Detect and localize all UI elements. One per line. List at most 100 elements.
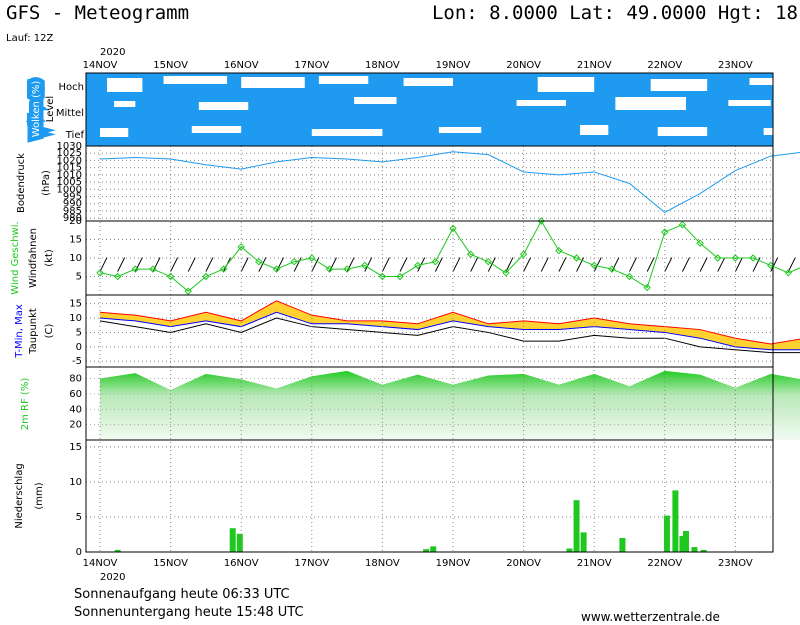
location-coordinates: Lon: 8.0000 Lat: 49.0000 Hgt: 18 — [431, 2, 798, 24]
date-top-22NOV: 22NOV — [647, 60, 682, 71]
wind-speed-point — [378, 272, 387, 281]
wind-barb — [576, 257, 584, 272]
date-bottom-23NOV: 23NOV — [718, 558, 753, 569]
precip-bar — [430, 546, 437, 552]
wind-unit: (kt) — [44, 249, 55, 267]
wind-barb — [593, 257, 602, 272]
precip-tick-0: 0 — [76, 547, 82, 558]
precip-bar — [679, 535, 686, 552]
precip-tick-5: 5 — [76, 512, 82, 523]
wind-speed-point — [202, 272, 210, 281]
wind-barb — [434, 257, 443, 272]
wind-barb — [470, 257, 479, 272]
wind-speed-point — [308, 254, 316, 262]
cloud-gap-0 — [107, 78, 143, 92]
wind-speed-line — [99, 219, 800, 292]
wind-barb — [699, 257, 708, 272]
precip-bar — [580, 532, 587, 552]
wind-barb — [276, 257, 284, 272]
cloud-ylabel: Wolken (%) — [31, 81, 42, 138]
wind-speed-point — [290, 257, 298, 266]
precip-unit: (mm) — [34, 482, 45, 509]
wind-speed-point — [219, 265, 228, 273]
pressure-tick-1025: 1025 — [57, 148, 82, 159]
date-top-15NOV: 15NOV — [153, 60, 188, 71]
pressure-tick-995: 995 — [63, 191, 82, 202]
precip-ylabel: Niederschlag — [14, 463, 25, 528]
wind-barb — [293, 257, 302, 272]
wind-barb — [682, 257, 690, 272]
wind-speed-point — [502, 269, 510, 277]
date-bottom-20NOV: 20NOV — [506, 558, 541, 569]
wind-barb — [187, 257, 196, 272]
wind-barb — [240, 257, 249, 272]
cloud-gap-10 — [354, 97, 397, 104]
wind-speed-point — [519, 250, 528, 259]
pressure-tick-1020: 1020 — [57, 155, 82, 166]
temp-tick-0: 0 — [76, 342, 82, 353]
rh-ylabel: 2m RF (%) — [20, 378, 31, 431]
temp-band — [100, 300, 800, 350]
wind-speed-point — [361, 261, 369, 270]
date-top-19NOV: 19NOV — [436, 60, 471, 71]
cloud-gap-12 — [615, 97, 686, 110]
wind-barb — [540, 257, 549, 272]
wind-speed-point — [184, 287, 192, 296]
wind-speed-point — [572, 254, 581, 262]
cloud-gap-17 — [438, 127, 482, 133]
wind-barb — [752, 257, 761, 272]
pressure-tick-985: 985 — [63, 206, 82, 217]
wind-speed-point — [714, 254, 722, 262]
wind-tick-5: 5 — [76, 272, 82, 283]
panel-border-wind — [85, 220, 774, 296]
pressure-tick-1030: 1030 — [57, 141, 82, 152]
pressure-tick-1000: 1000 — [57, 184, 82, 195]
wind-speed-point — [537, 217, 545, 225]
pressure-ylabel: Bodendruck — [16, 153, 27, 213]
tmax-line — [99, 300, 800, 345]
wind-barb — [364, 257, 373, 272]
sunrise-text: Sonnenaufgang heute 06:33 UTC — [74, 587, 290, 602]
precip-bar — [573, 500, 580, 552]
cloud-gap-14 — [100, 128, 129, 137]
cloud-gap-19 — [657, 127, 708, 136]
precip-tick-15: 15 — [69, 442, 82, 453]
wind-speed-point — [661, 228, 669, 236]
pressure-tick-990: 990 — [63, 199, 82, 210]
cloud-gap-15 — [191, 126, 242, 133]
wind-barb — [787, 257, 796, 272]
cloud-gap-20 — [763, 128, 792, 135]
temp-tick-5: 5 — [76, 327, 82, 338]
wind-speed-point — [166, 272, 175, 281]
wind-barb — [399, 257, 408, 272]
wind-ylabel: Wind Geschwi. — [10, 221, 21, 294]
wind-speed-point — [396, 272, 404, 281]
panel-border-precipitation — [85, 439, 774, 553]
precip-bar — [619, 538, 626, 552]
source-link[interactable]: www.wetterzentrale.de — [581, 610, 720, 624]
wind-barb — [381, 257, 390, 272]
wind-barb — [646, 257, 655, 272]
cloud-gap-1 — [163, 76, 228, 84]
wind-speed-point — [272, 265, 281, 273]
wind-speed-point — [325, 265, 334, 273]
pressure-tick-1005: 1005 — [57, 177, 82, 188]
precip-bar — [663, 515, 670, 552]
cloud-gap-4 — [403, 78, 453, 86]
precip-bar — [423, 549, 430, 552]
pressure-tick-1015: 1015 — [57, 163, 82, 174]
dewpoint-label: Taupunkt — [28, 308, 39, 355]
precip-bar — [700, 549, 707, 552]
temp-tick-15: 15 — [69, 299, 82, 310]
wind-speed-point — [784, 269, 793, 277]
sunset-text: Sonnenuntergang heute 15:48 UTC — [74, 605, 304, 620]
humidity-area — [100, 370, 800, 440]
tmin-line — [99, 311, 800, 351]
year-label-bottom: 2020 — [100, 572, 125, 583]
rh-tick-20: 20 — [69, 420, 82, 431]
wind-barbs-label: Windfahnen — [28, 228, 39, 288]
date-top-23NOV: 23NOV — [718, 60, 753, 71]
date-bottom-19NOV: 19NOV — [436, 558, 471, 569]
precip-bar — [229, 528, 236, 552]
